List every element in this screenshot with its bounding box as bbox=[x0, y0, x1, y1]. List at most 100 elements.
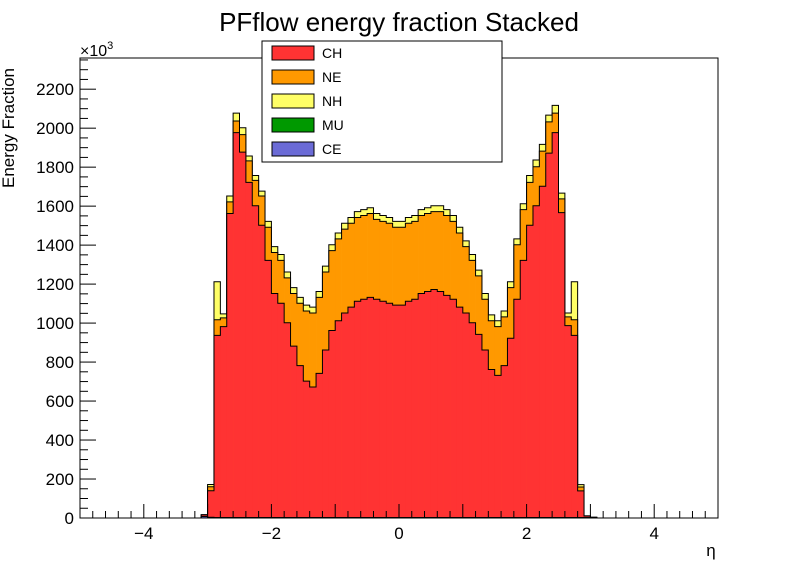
bar-ch bbox=[469, 322, 476, 518]
y-multiplier-base: ×10 bbox=[80, 43, 107, 60]
bar-ch bbox=[475, 334, 483, 518]
bar-ch bbox=[322, 349, 330, 518]
y-tick-label: 0 bbox=[65, 509, 74, 528]
bar-ch bbox=[462, 312, 470, 518]
y-tick-label: 1600 bbox=[36, 197, 74, 216]
y-tick-label: 2000 bbox=[36, 119, 74, 138]
outline-ne bbox=[200, 112, 598, 518]
bar-ch bbox=[513, 299, 521, 518]
bar-ch bbox=[424, 291, 432, 518]
bar-ch bbox=[450, 299, 457, 518]
bar-ch bbox=[379, 301, 387, 518]
bar-ch bbox=[220, 326, 228, 518]
legend-label-nh: NH bbox=[322, 93, 342, 109]
y-tick-label: 1800 bbox=[36, 158, 74, 177]
bar-ch bbox=[226, 213, 234, 519]
y-tick-label: 600 bbox=[46, 392, 74, 411]
bar-ch bbox=[252, 205, 259, 518]
series-ch bbox=[200, 132, 598, 519]
x-tick-label: 0 bbox=[394, 524, 403, 543]
legend-swatch-ch bbox=[271, 45, 315, 61]
chart-title: PFflow energy fraction Stacked bbox=[219, 7, 579, 37]
bar-ce bbox=[201, 516, 208, 518]
bar-ch bbox=[303, 381, 310, 518]
legend-label-ne: NE bbox=[322, 69, 341, 85]
bar-ch bbox=[347, 307, 355, 518]
bar-ch bbox=[501, 365, 508, 518]
bar-ch bbox=[335, 320, 342, 518]
legend-swatch-ne bbox=[271, 69, 315, 85]
bar-ch bbox=[564, 325, 572, 518]
legend-swatch-ce bbox=[271, 141, 315, 157]
bar-ch bbox=[316, 373, 323, 518]
bar-ch bbox=[328, 330, 336, 518]
legend-label-ch: CH bbox=[322, 45, 342, 61]
bar-ch bbox=[443, 295, 451, 518]
x-axis: −4 −2 0 2 4 bbox=[79, 504, 719, 543]
bar-ch bbox=[539, 186, 547, 518]
y-tick-label: 1200 bbox=[36, 275, 74, 294]
bar-ch bbox=[354, 301, 362, 518]
bar-ch bbox=[367, 297, 374, 518]
bar-ch bbox=[488, 369, 495, 518]
bar-ch bbox=[532, 205, 540, 518]
bar-ch bbox=[411, 299, 419, 518]
bar-ch bbox=[577, 490, 585, 518]
bar-ch bbox=[258, 225, 266, 519]
y-tick-label: 400 bbox=[46, 431, 74, 450]
x-tick-label: −2 bbox=[262, 524, 281, 543]
bar-ch bbox=[245, 182, 253, 519]
bar-ch bbox=[494, 375, 502, 518]
legend-label-ce: CE bbox=[322, 141, 341, 157]
bar-ch bbox=[418, 293, 425, 518]
bar-ch bbox=[284, 322, 291, 518]
legend: CH NE NH MU CE bbox=[261, 40, 503, 163]
bar-ch bbox=[552, 132, 559, 518]
bar-ch bbox=[233, 132, 240, 518]
bar-ch bbox=[373, 299, 381, 518]
x-tick-label: −4 bbox=[134, 524, 153, 543]
bar-ch bbox=[309, 387, 317, 518]
legend-swatch-nh bbox=[271, 93, 315, 109]
bar-ch bbox=[290, 346, 298, 518]
bar-ch bbox=[558, 212, 566, 518]
bar-ch bbox=[437, 291, 444, 518]
bar-ch bbox=[207, 490, 215, 518]
bar-ch bbox=[526, 225, 534, 519]
bar-ch bbox=[456, 307, 464, 518]
bar-ch bbox=[571, 335, 578, 518]
y-axis: 0 200 400 600 800 1000 1200 1400 1600 1800 2000 220… bbox=[36, 59, 96, 528]
bar-ch bbox=[386, 303, 393, 518]
y-multiplier-label: ×103 bbox=[80, 40, 113, 60]
y-tick-label: 2200 bbox=[36, 80, 74, 99]
outline-ch bbox=[200, 132, 598, 518]
bar-ch bbox=[360, 299, 368, 518]
bar-ch bbox=[399, 305, 406, 518]
y-multiplier-exponent: 3 bbox=[107, 40, 113, 52]
bar-ch bbox=[545, 153, 553, 518]
bar-ch bbox=[265, 260, 272, 518]
y-tick-label: 1400 bbox=[36, 236, 74, 255]
y-axis-label: Energy Fraction bbox=[0, 68, 18, 188]
bar-ch bbox=[481, 349, 489, 518]
bar-ch bbox=[296, 365, 304, 518]
bar-ch bbox=[213, 335, 221, 518]
plot-area bbox=[79, 57, 719, 519]
bar-ch bbox=[341, 312, 349, 518]
bar-ch bbox=[405, 301, 413, 518]
y-tick-label: 1000 bbox=[36, 314, 74, 333]
bar-ch bbox=[430, 289, 438, 518]
bar-ch bbox=[271, 293, 279, 518]
y-tick-label: 800 bbox=[46, 353, 74, 372]
x-tick-label: 4 bbox=[649, 524, 658, 543]
y-tick-label: 200 bbox=[46, 470, 74, 489]
x-axis-label: η bbox=[706, 541, 715, 560]
bar-ch bbox=[584, 516, 591, 518]
legend-label-mu: MU bbox=[322, 117, 344, 133]
bar-ch bbox=[507, 338, 515, 518]
bar-ch bbox=[277, 303, 285, 518]
bar-ch bbox=[520, 260, 527, 518]
x-tick-label: 2 bbox=[522, 524, 531, 543]
legend-swatch-mu bbox=[271, 117, 315, 133]
